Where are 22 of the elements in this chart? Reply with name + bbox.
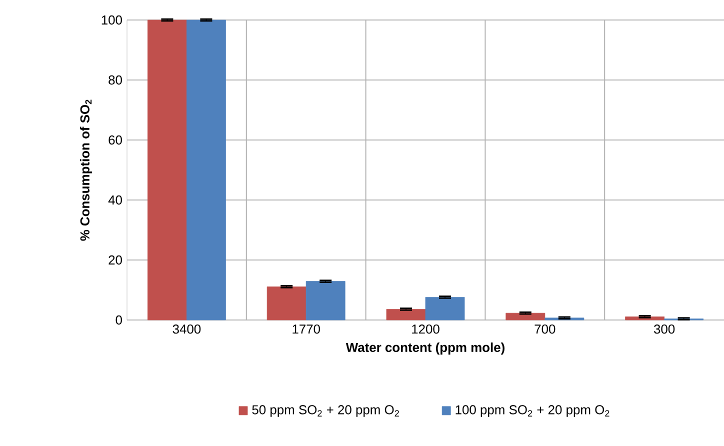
y-tick-label: 80 — [108, 75, 122, 85]
y-tick-label: 0 — [116, 315, 122, 325]
bar — [386, 309, 426, 320]
bar — [506, 312, 546, 320]
bar — [186, 20, 226, 320]
y-tick-label: 40 — [108, 195, 122, 205]
y-tick-label: 100 — [102, 15, 122, 25]
y-tick-label: 20 — [108, 255, 122, 265]
bar — [266, 286, 306, 320]
x-tick-label: 1770 — [292, 324, 320, 334]
x-tick-label: 700 — [534, 324, 556, 334]
legend-label: 50 ppm SO$_{2}$ + 20 ppm O$_{2}$ — [252, 405, 399, 417]
bar — [306, 281, 346, 320]
x-tick-label: 3400 — [172, 324, 201, 334]
x-tick-label: 1200 — [412, 324, 440, 334]
legend-label: 100 ppm SO$_{2}$ + 20 ppm O$_{2}$ — [456, 405, 610, 417]
bar — [425, 297, 465, 320]
x-tick-label: 300 — [654, 324, 675, 334]
y-tick-label: 60 — [108, 135, 122, 145]
bar — [148, 20, 187, 320]
y-axis-title: % Consumption of SO$_{2}$ — [80, 100, 92, 241]
x-axis-title: Water content (ppm mole) — [346, 342, 504, 355]
